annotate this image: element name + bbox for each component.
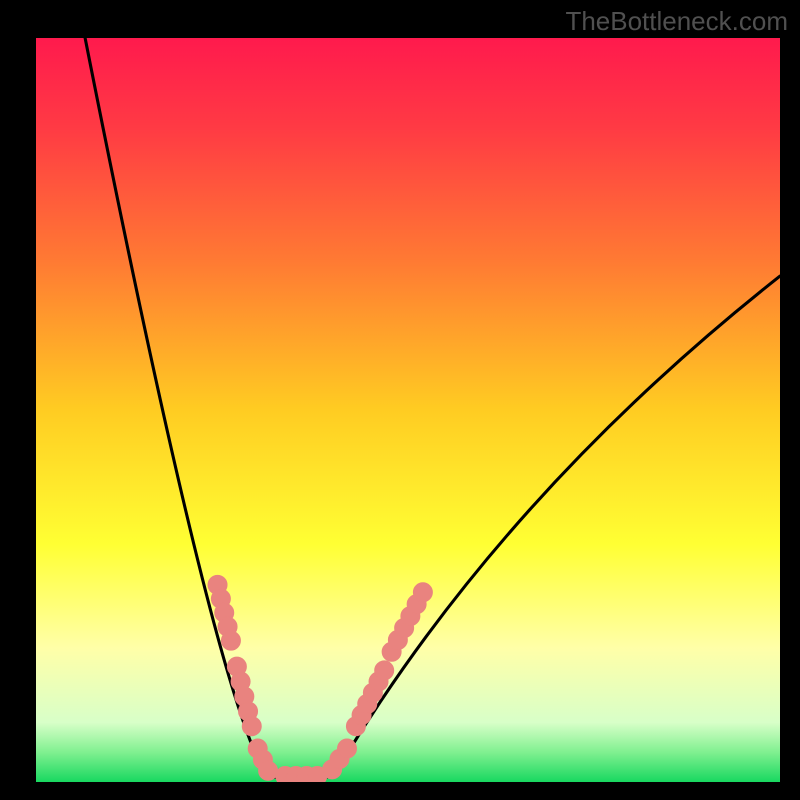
plot-area — [36, 38, 780, 782]
plot-svg — [36, 38, 780, 782]
data-marker — [413, 583, 432, 602]
chart-frame: TheBottleneck.com — [0, 0, 800, 800]
data-marker — [375, 661, 394, 680]
watermark-text: TheBottleneck.com — [565, 6, 788, 37]
gradient-background — [36, 38, 780, 782]
data-marker — [242, 717, 261, 736]
data-marker — [259, 761, 278, 780]
data-marker — [221, 631, 240, 650]
data-marker — [337, 739, 356, 758]
